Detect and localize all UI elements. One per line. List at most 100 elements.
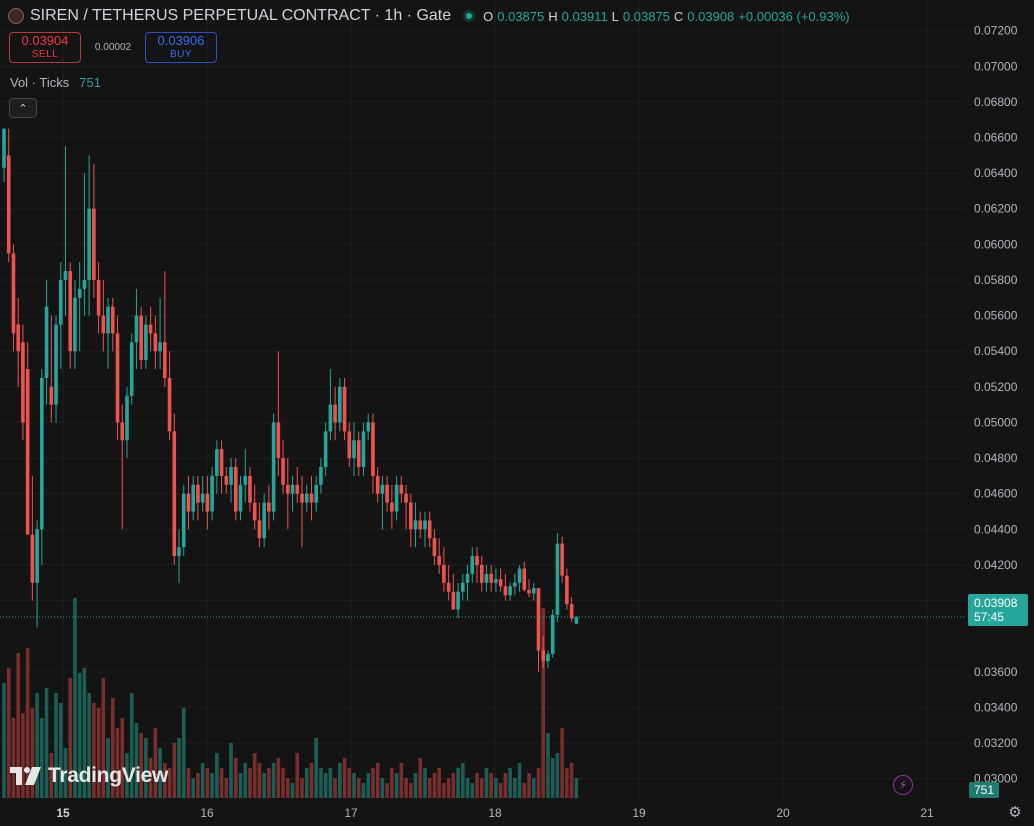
price-axis-label: 0.05400: [974, 344, 1018, 358]
volume-bar: [73, 598, 77, 798]
volume-bar: [342, 758, 347, 798]
candle-body: [25, 369, 30, 535]
price-axis[interactable]: 0.07200 0.07000 0.06800 0.06600 0.06400 0.062…: [974, 24, 1018, 786]
candle: [574, 616, 579, 624]
candle: [356, 431, 361, 476]
candle-body: [238, 484, 243, 512]
candle-body: [134, 315, 139, 343]
volume-bar: [541, 608, 546, 798]
volume-bar: [423, 768, 427, 798]
collapse-button[interactable]: ⌃: [9, 98, 37, 118]
candle: [498, 568, 503, 592]
volume-bar: [181, 708, 186, 798]
time-axis[interactable]: 15 16 17 18 19 20 21: [56, 806, 934, 820]
volume-bar: [101, 678, 106, 798]
candle-body: [139, 315, 143, 361]
volume-bar: [276, 758, 281, 798]
volume-bar: [470, 783, 475, 798]
volume-bar: [465, 778, 470, 798]
candle-body: [63, 271, 68, 280]
volume-bar: [25, 648, 30, 798]
candle-body: [172, 431, 177, 557]
candle: [361, 422, 366, 476]
candle-body: [498, 579, 503, 587]
price-axis-label: 0.05800: [974, 273, 1018, 287]
candle-body: [375, 475, 380, 494]
candle-body: [153, 333, 158, 352]
volume-bar: [437, 768, 441, 798]
candle: [44, 279, 49, 405]
candle: [219, 440, 224, 494]
buy-button[interactable]: 0.03906 BUY: [145, 32, 217, 63]
volume-bar: [40, 718, 44, 798]
candle: [333, 386, 337, 441]
volume-bar: [148, 758, 153, 798]
volume-bar: [413, 773, 418, 798]
candle: [167, 351, 172, 441]
candle: [120, 404, 125, 530]
candle: [63, 146, 68, 316]
volume-bar: [427, 778, 432, 798]
symbol-title[interactable]: SIREN / TETHERUS PERPETUAL CONTRACT · 1h…: [30, 7, 452, 24]
market-status-icon[interactable]: [463, 10, 476, 22]
trade-panel: 0.03904 SELL 0.00002 0.03906 BUY: [9, 32, 217, 63]
lightning-icon[interactable]: ⚡︎: [893, 775, 913, 795]
time-axis-label: 20: [776, 806, 790, 820]
sell-button[interactable]: 0.03904 SELL: [9, 32, 81, 63]
candle-body: [446, 582, 451, 592]
candle: [215, 440, 219, 494]
volume-bar: [44, 688, 49, 798]
spread-value: 0.00002: [94, 42, 132, 53]
volume-bar: [328, 768, 333, 798]
candle: [536, 588, 541, 672]
candle-body: [489, 573, 493, 583]
volume-bar: [461, 763, 465, 798]
volume-bar: [560, 728, 564, 798]
candle: [413, 502, 418, 548]
candle: [479, 556, 484, 592]
candle: [531, 582, 536, 601]
candle-body: [163, 342, 167, 378]
volume-bar: [375, 763, 380, 798]
high-label: H: [548, 8, 558, 24]
volume-bar: [248, 768, 252, 798]
volume-bar: [479, 778, 484, 798]
volume-legend[interactable]: Vol · Ticks 751: [10, 75, 101, 90]
candle: [517, 564, 522, 592]
volume-bar: [271, 763, 276, 798]
candle: [267, 484, 271, 530]
volume-bar: [257, 763, 262, 798]
candle-body: [125, 395, 129, 441]
candle-body: [219, 449, 224, 476]
candle-body: [30, 534, 35, 583]
candle-body: [503, 586, 508, 596]
candle: [238, 475, 243, 521]
candle-body: [286, 484, 290, 494]
tradingview-logo[interactable]: TradingView: [10, 764, 168, 788]
candle: [87, 155, 91, 316]
candle: [92, 164, 96, 298]
candle: [461, 573, 465, 601]
volume-bar: [286, 778, 290, 798]
candle-body: [319, 467, 323, 485]
candle-body: [475, 556, 479, 565]
gear-icon[interactable]: ⚙︎: [1008, 804, 1022, 821]
candle-body: [271, 422, 276, 512]
price-axis-label: 0.04600: [974, 487, 1018, 501]
volume-bar: [49, 753, 54, 798]
price-axis-label: 0.05000: [974, 415, 1018, 429]
candle-body: [267, 502, 271, 512]
candle-body: [129, 342, 134, 396]
candle: [129, 333, 134, 405]
volume-bar: [82, 668, 87, 798]
volume-bar: [536, 768, 541, 798]
candle: [446, 564, 451, 601]
candle-body: [205, 493, 210, 512]
candle-body: [248, 475, 252, 503]
candle: [371, 413, 375, 494]
volume-bar: [494, 778, 498, 798]
candle-body: [11, 253, 16, 334]
candle: [513, 573, 517, 596]
candle-body: [304, 493, 309, 503]
